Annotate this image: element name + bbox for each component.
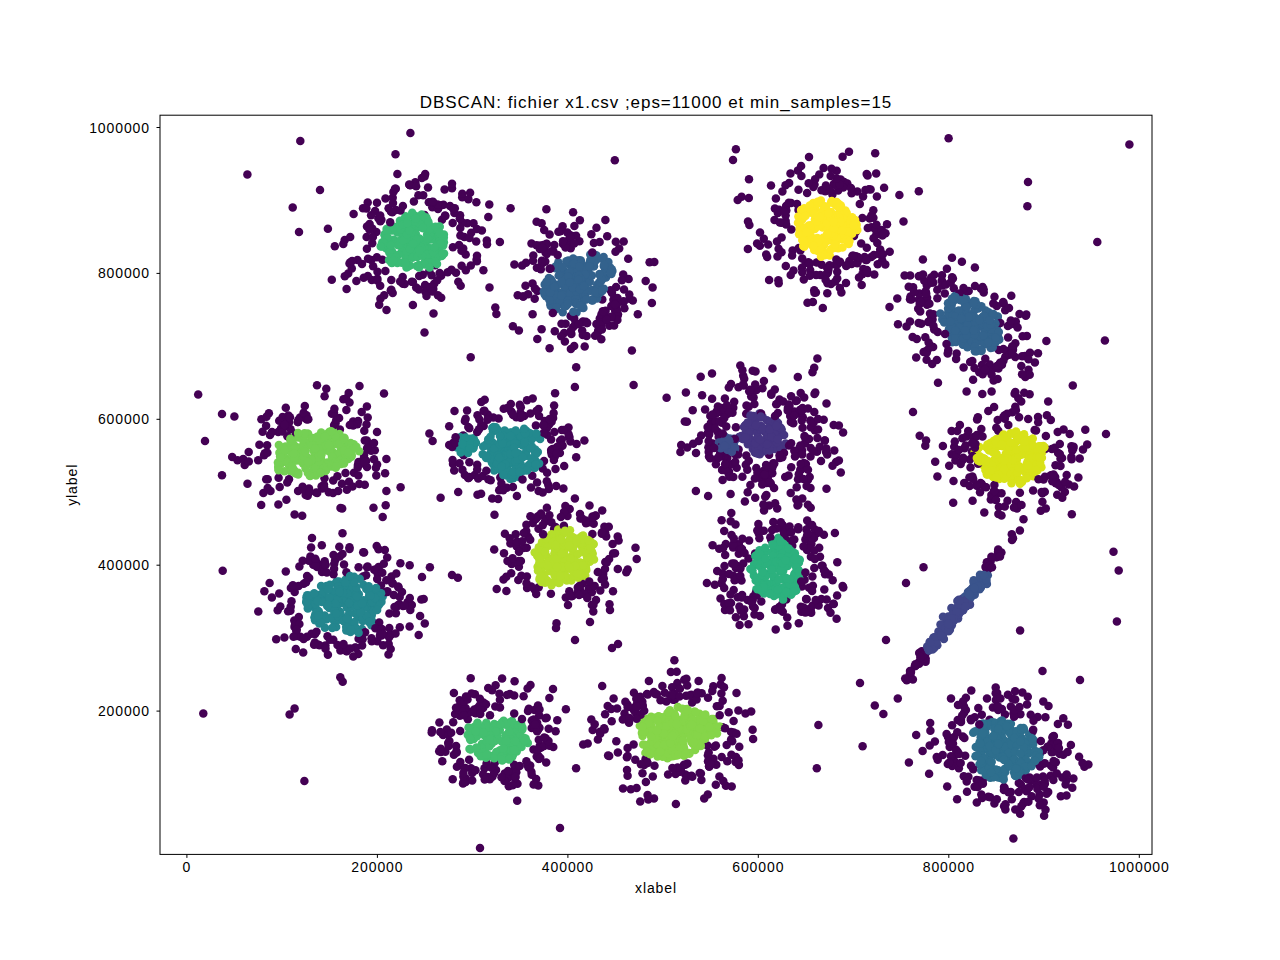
svg-text:600000: 600000 xyxy=(98,411,150,427)
svg-text:xlabel: xlabel xyxy=(635,880,677,896)
svg-text:1000000: 1000000 xyxy=(1109,859,1170,875)
svg-text:800000: 800000 xyxy=(923,859,975,875)
svg-text:200000: 200000 xyxy=(98,703,150,719)
svg-text:1000000: 1000000 xyxy=(89,120,150,136)
svg-text:400000: 400000 xyxy=(542,859,594,875)
svg-text:600000: 600000 xyxy=(732,859,784,875)
svg-text:0: 0 xyxy=(183,859,192,875)
svg-text:DBSCAN: fichier x1.csv ;eps=11: DBSCAN: fichier x1.csv ;eps=11000 et min… xyxy=(420,93,892,112)
svg-text:200000: 200000 xyxy=(351,859,403,875)
svg-text:800000: 800000 xyxy=(98,265,150,281)
svg-text:ylabel: ylabel xyxy=(64,464,80,506)
svg-text:400000: 400000 xyxy=(98,557,150,573)
